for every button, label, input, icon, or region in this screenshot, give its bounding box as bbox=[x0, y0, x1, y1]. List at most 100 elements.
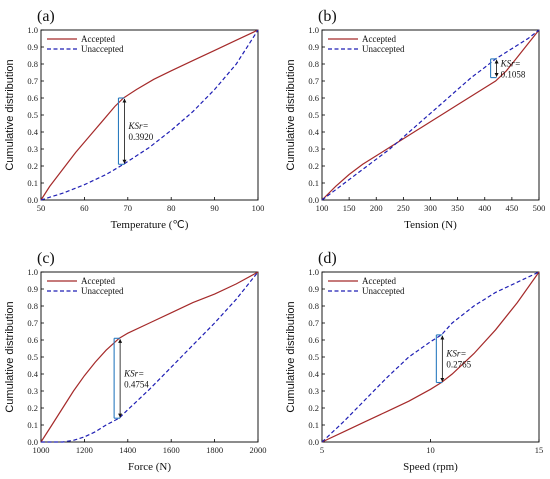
series-line-unaccepted bbox=[321, 29, 540, 201]
y-tick-label: 1.0 bbox=[308, 267, 319, 277]
y-tick-label: 0.9 bbox=[27, 284, 38, 294]
plot-frame bbox=[40, 271, 259, 443]
y-tick-label: 0.1 bbox=[27, 420, 38, 430]
y-axis-label: Cumulative distribution bbox=[4, 59, 16, 170]
y-tick-label: 0.5 bbox=[308, 352, 319, 362]
series-line-unaccepted bbox=[40, 29, 259, 201]
y-tick-label: 0.2 bbox=[308, 403, 319, 413]
y-tick-label: 0.1 bbox=[27, 178, 38, 188]
y-tick-label: 0.4 bbox=[308, 127, 319, 137]
series-line-accepted bbox=[321, 271, 540, 443]
x-tick-label: 1200 bbox=[76, 445, 93, 455]
legend-label: Accepted bbox=[81, 34, 115, 44]
y-tick-label: 1.0 bbox=[27, 25, 38, 35]
series-line-accepted bbox=[321, 29, 540, 201]
plot-frame bbox=[321, 271, 540, 443]
legend-label: Accepted bbox=[362, 276, 396, 286]
y-tick-label: 0.8 bbox=[27, 59, 38, 69]
x-axis-label: Temperature (℃) bbox=[111, 219, 189, 231]
x-tick-label: 70 bbox=[124, 203, 133, 213]
series-line-unaccepted bbox=[41, 271, 259, 443]
x-tick-label: 200 bbox=[370, 203, 383, 213]
y-axis-label: Cumulative distribution bbox=[4, 301, 16, 412]
y-tick-label: 0.4 bbox=[27, 127, 38, 137]
ks-label: KSr= bbox=[445, 349, 466, 359]
y-tick-label: 0.0 bbox=[308, 437, 319, 447]
y-tick-label: 0.5 bbox=[308, 110, 319, 120]
y-tick-label: 0.0 bbox=[308, 195, 319, 205]
y-tick-label: 0.6 bbox=[27, 93, 38, 103]
y-tick-label: 0.3 bbox=[308, 386, 319, 396]
y-tick-label: 0.9 bbox=[27, 42, 38, 52]
legend-label: Unaccepted bbox=[81, 44, 124, 54]
y-tick-label: 0.4 bbox=[308, 369, 319, 379]
y-tick-label: 0.1 bbox=[308, 420, 319, 430]
ks-value: 0.2765 bbox=[446, 360, 471, 370]
x-tick-label: 1000 bbox=[33, 445, 50, 455]
y-tick-label: 0.7 bbox=[308, 318, 319, 328]
y-tick-label: 0.7 bbox=[308, 76, 319, 86]
chart-panel-4: (d) 0.0 0.1 0.2 0.3 0.4 0.5 0.6 0.7 0.8 0.9 1.0 5 10 1… bbox=[285, 250, 543, 473]
x-tick-label: 450 bbox=[506, 203, 519, 213]
x-tick-label: 1800 bbox=[206, 445, 223, 455]
x-tick-label: 1600 bbox=[163, 445, 180, 455]
x-tick-label: 2000 bbox=[250, 445, 267, 455]
panel-tag: (b) bbox=[318, 8, 337, 25]
panel-tag: (a) bbox=[37, 8, 55, 25]
y-tick-label: 0.2 bbox=[27, 161, 38, 171]
chart-panel-3: (c) 0.0 0.1 0.2 0.3 0.4 0.5 0.6 0.7 0.8 0.9 1.0 1000… bbox=[4, 250, 267, 473]
ks-label: KSr= bbox=[127, 121, 148, 131]
legend-label: Accepted bbox=[362, 34, 396, 44]
y-tick-label: 0.5 bbox=[27, 352, 38, 362]
legend-label: Unaccepted bbox=[362, 286, 405, 296]
legend-label: Unaccepted bbox=[81, 286, 124, 296]
y-tick-label: 0.6 bbox=[27, 335, 38, 345]
legend-label: Accepted bbox=[81, 276, 115, 286]
y-tick-label: 0.8 bbox=[308, 301, 319, 311]
ks-label: KSr= bbox=[123, 368, 144, 378]
y-tick-label: 0.9 bbox=[308, 284, 319, 294]
x-tick-label: 80 bbox=[167, 203, 176, 213]
ks-value: 0.4754 bbox=[124, 379, 149, 389]
y-tick-label: 0.3 bbox=[27, 386, 38, 396]
plot-frame bbox=[40, 29, 259, 201]
y-tick-label: 1.0 bbox=[308, 25, 319, 35]
x-tick-label: 15 bbox=[535, 445, 544, 455]
x-tick-label: 100 bbox=[316, 203, 329, 213]
x-tick-label: 500 bbox=[533, 203, 546, 213]
y-tick-label: 0.2 bbox=[308, 161, 319, 171]
y-tick-label: 0.1 bbox=[308, 178, 319, 188]
x-tick-label: 400 bbox=[478, 203, 491, 213]
x-axis-label: Speed (rpm) bbox=[403, 461, 458, 473]
panel-tag: (d) bbox=[318, 250, 337, 267]
plot-frame bbox=[321, 29, 540, 201]
y-tick-label: 0.8 bbox=[308, 59, 319, 69]
y-tick-label: 0.8 bbox=[27, 301, 38, 311]
legend-label: Unaccepted bbox=[362, 44, 405, 54]
series-line-accepted bbox=[40, 271, 259, 443]
y-axis-label: Cumulative distribution bbox=[285, 59, 297, 170]
x-tick-label: 90 bbox=[210, 203, 219, 213]
x-tick-label: 300 bbox=[424, 203, 437, 213]
x-axis-label: Tension (N) bbox=[404, 219, 457, 231]
series-line-unaccepted bbox=[321, 271, 540, 443]
y-tick-label: 0.2 bbox=[27, 403, 38, 413]
x-tick-label: 350 bbox=[451, 203, 464, 213]
x-tick-label: 50 bbox=[37, 203, 46, 213]
x-axis-label: Force (N) bbox=[128, 461, 171, 473]
y-tick-label: 0.3 bbox=[308, 144, 319, 154]
x-tick-label: 10 bbox=[426, 445, 435, 455]
y-tick-label: 0.6 bbox=[308, 335, 319, 345]
y-tick-label: 0.0 bbox=[27, 437, 38, 447]
y-tick-label: 0.9 bbox=[308, 42, 319, 52]
ks-value: 0.1058 bbox=[501, 69, 526, 79]
y-tick-label: 1.0 bbox=[27, 267, 38, 277]
y-tick-label: 0.3 bbox=[27, 144, 38, 154]
y-tick-label: 0.5 bbox=[27, 110, 38, 120]
ks-value: 0.3920 bbox=[128, 132, 153, 142]
x-tick-label: 1400 bbox=[119, 445, 136, 455]
y-tick-label: 0.4 bbox=[27, 369, 38, 379]
x-tick-label: 100 bbox=[252, 203, 265, 213]
y-tick-label: 0.7 bbox=[27, 76, 38, 86]
panel-tag: (c) bbox=[37, 250, 55, 267]
